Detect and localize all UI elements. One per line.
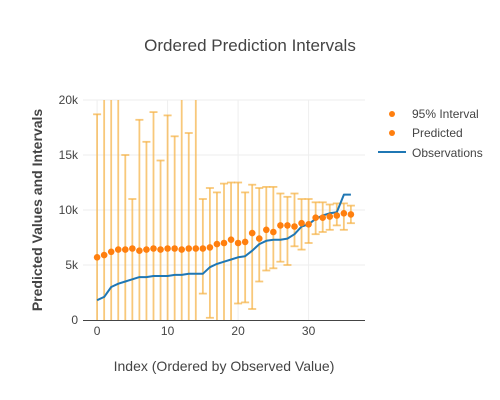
- predicted-point: [255, 235, 263, 242]
- predicted-point: [333, 212, 341, 219]
- legend-item-predicted[interactable]: Predicted: [389, 126, 463, 140]
- predicted-point: [270, 228, 277, 236]
- x-tick-label: 10: [161, 324, 175, 338]
- interval-bar: [117, 100, 120, 320]
- y-tick-label: 0: [71, 313, 78, 327]
- predicted-point: [93, 253, 101, 261]
- predicted-point: [178, 246, 185, 253]
- predicted-point: [213, 240, 221, 248]
- y-tick-label: 10k: [59, 203, 79, 217]
- predicted-point: [291, 223, 298, 230]
- predicted-point: [319, 214, 327, 221]
- predicted-point: [164, 245, 171, 252]
- chart-title: Ordered Prediction Intervals: [144, 36, 356, 55]
- interval-bar: [180, 100, 183, 320]
- interval-bar: [290, 192, 299, 248]
- y-tick-labels: 0 5k 10k 15k 20k: [59, 93, 79, 327]
- legend-item-observations[interactable]: Observations: [378, 146, 483, 160]
- interval-bar: [205, 187, 214, 319]
- interval-bar: [227, 181, 236, 320]
- interval-bar: [163, 114, 172, 320]
- predicted-point: [122, 246, 129, 253]
- predicted-point: [206, 244, 214, 251]
- predicted-point: [192, 245, 200, 252]
- predicted-point: [284, 222, 291, 229]
- predicted-point: [298, 219, 305, 227]
- interval-bar: [142, 140, 151, 320]
- interval-series: [93, 100, 355, 320]
- predicted-point: [347, 211, 355, 218]
- predicted-point: [157, 246, 164, 253]
- predicted-point: [107, 248, 115, 256]
- interval-bar: [220, 182, 228, 320]
- predicted-point: [185, 245, 193, 252]
- interval-bar: [339, 202, 348, 231]
- interval-bar: [184, 132, 193, 320]
- x-tick-labels: 0 10 20 30: [94, 324, 316, 338]
- predicted-point: [129, 245, 136, 252]
- predicted-point: [248, 229, 256, 237]
- x-axis-title: Index (Ordered by Observed Value): [114, 358, 335, 374]
- predicted-point: [277, 222, 284, 229]
- y-tick-label: 20k: [59, 93, 79, 107]
- interval-bar: [212, 191, 221, 320]
- predicted-point: [234, 239, 242, 247]
- predicted-point: [114, 246, 122, 253]
- interval-bar: [241, 191, 250, 304]
- predicted-point: [136, 247, 143, 254]
- legend-predicted-label: Predicted: [412, 126, 463, 140]
- interval-bar: [248, 183, 257, 310]
- interval-bar: [156, 159, 165, 320]
- legend-item-interval[interactable]: 95% Interval: [389, 107, 479, 121]
- predicted-series: [93, 210, 355, 261]
- y-tick-label: 5k: [65, 258, 79, 272]
- predicted-point: [227, 236, 235, 243]
- predicted-point: [340, 210, 348, 217]
- x-tick-label: 20: [231, 324, 245, 338]
- predicted-point: [100, 251, 108, 259]
- interval-bar: [135, 118, 144, 320]
- interval-bar: [194, 100, 197, 320]
- y-axis-title: Predicted Values and Intervals: [29, 109, 45, 312]
- predicted-point: [171, 245, 178, 252]
- predicted-point: [220, 239, 228, 247]
- legend-interval-marker: [389, 111, 395, 117]
- predicted-point: [312, 214, 319, 221]
- legend-observations-label: Observations: [412, 146, 483, 160]
- interval-bar: [283, 195, 292, 266]
- x-tick-label: 0: [94, 324, 101, 338]
- interval-bar: [269, 185, 278, 270]
- interval-bar: [304, 198, 313, 244]
- y-tick-label: 15k: [59, 148, 79, 162]
- predicted-point: [263, 226, 270, 234]
- legend[interactable]: 95% Interval Predicted Observations: [378, 107, 483, 160]
- predicted-point: [199, 245, 207, 252]
- interval-bar: [110, 100, 113, 320]
- interval-bar: [255, 187, 264, 283]
- interval-bar: [128, 198, 137, 320]
- legend-predicted-marker: [389, 130, 395, 136]
- predicted-point: [241, 238, 249, 246]
- interval-bar: [121, 154, 130, 320]
- predicted-point: [150, 245, 157, 252]
- legend-interval-label: 95% Interval: [412, 107, 479, 121]
- interval-bar: [93, 113, 102, 320]
- predicted-point: [326, 213, 334, 220]
- predicted-point: [143, 246, 150, 253]
- interval-bar: [149, 111, 158, 320]
- x-tick-label: 30: [302, 324, 316, 338]
- predicted-point: [305, 221, 312, 228]
- interval-bar: [103, 100, 106, 320]
